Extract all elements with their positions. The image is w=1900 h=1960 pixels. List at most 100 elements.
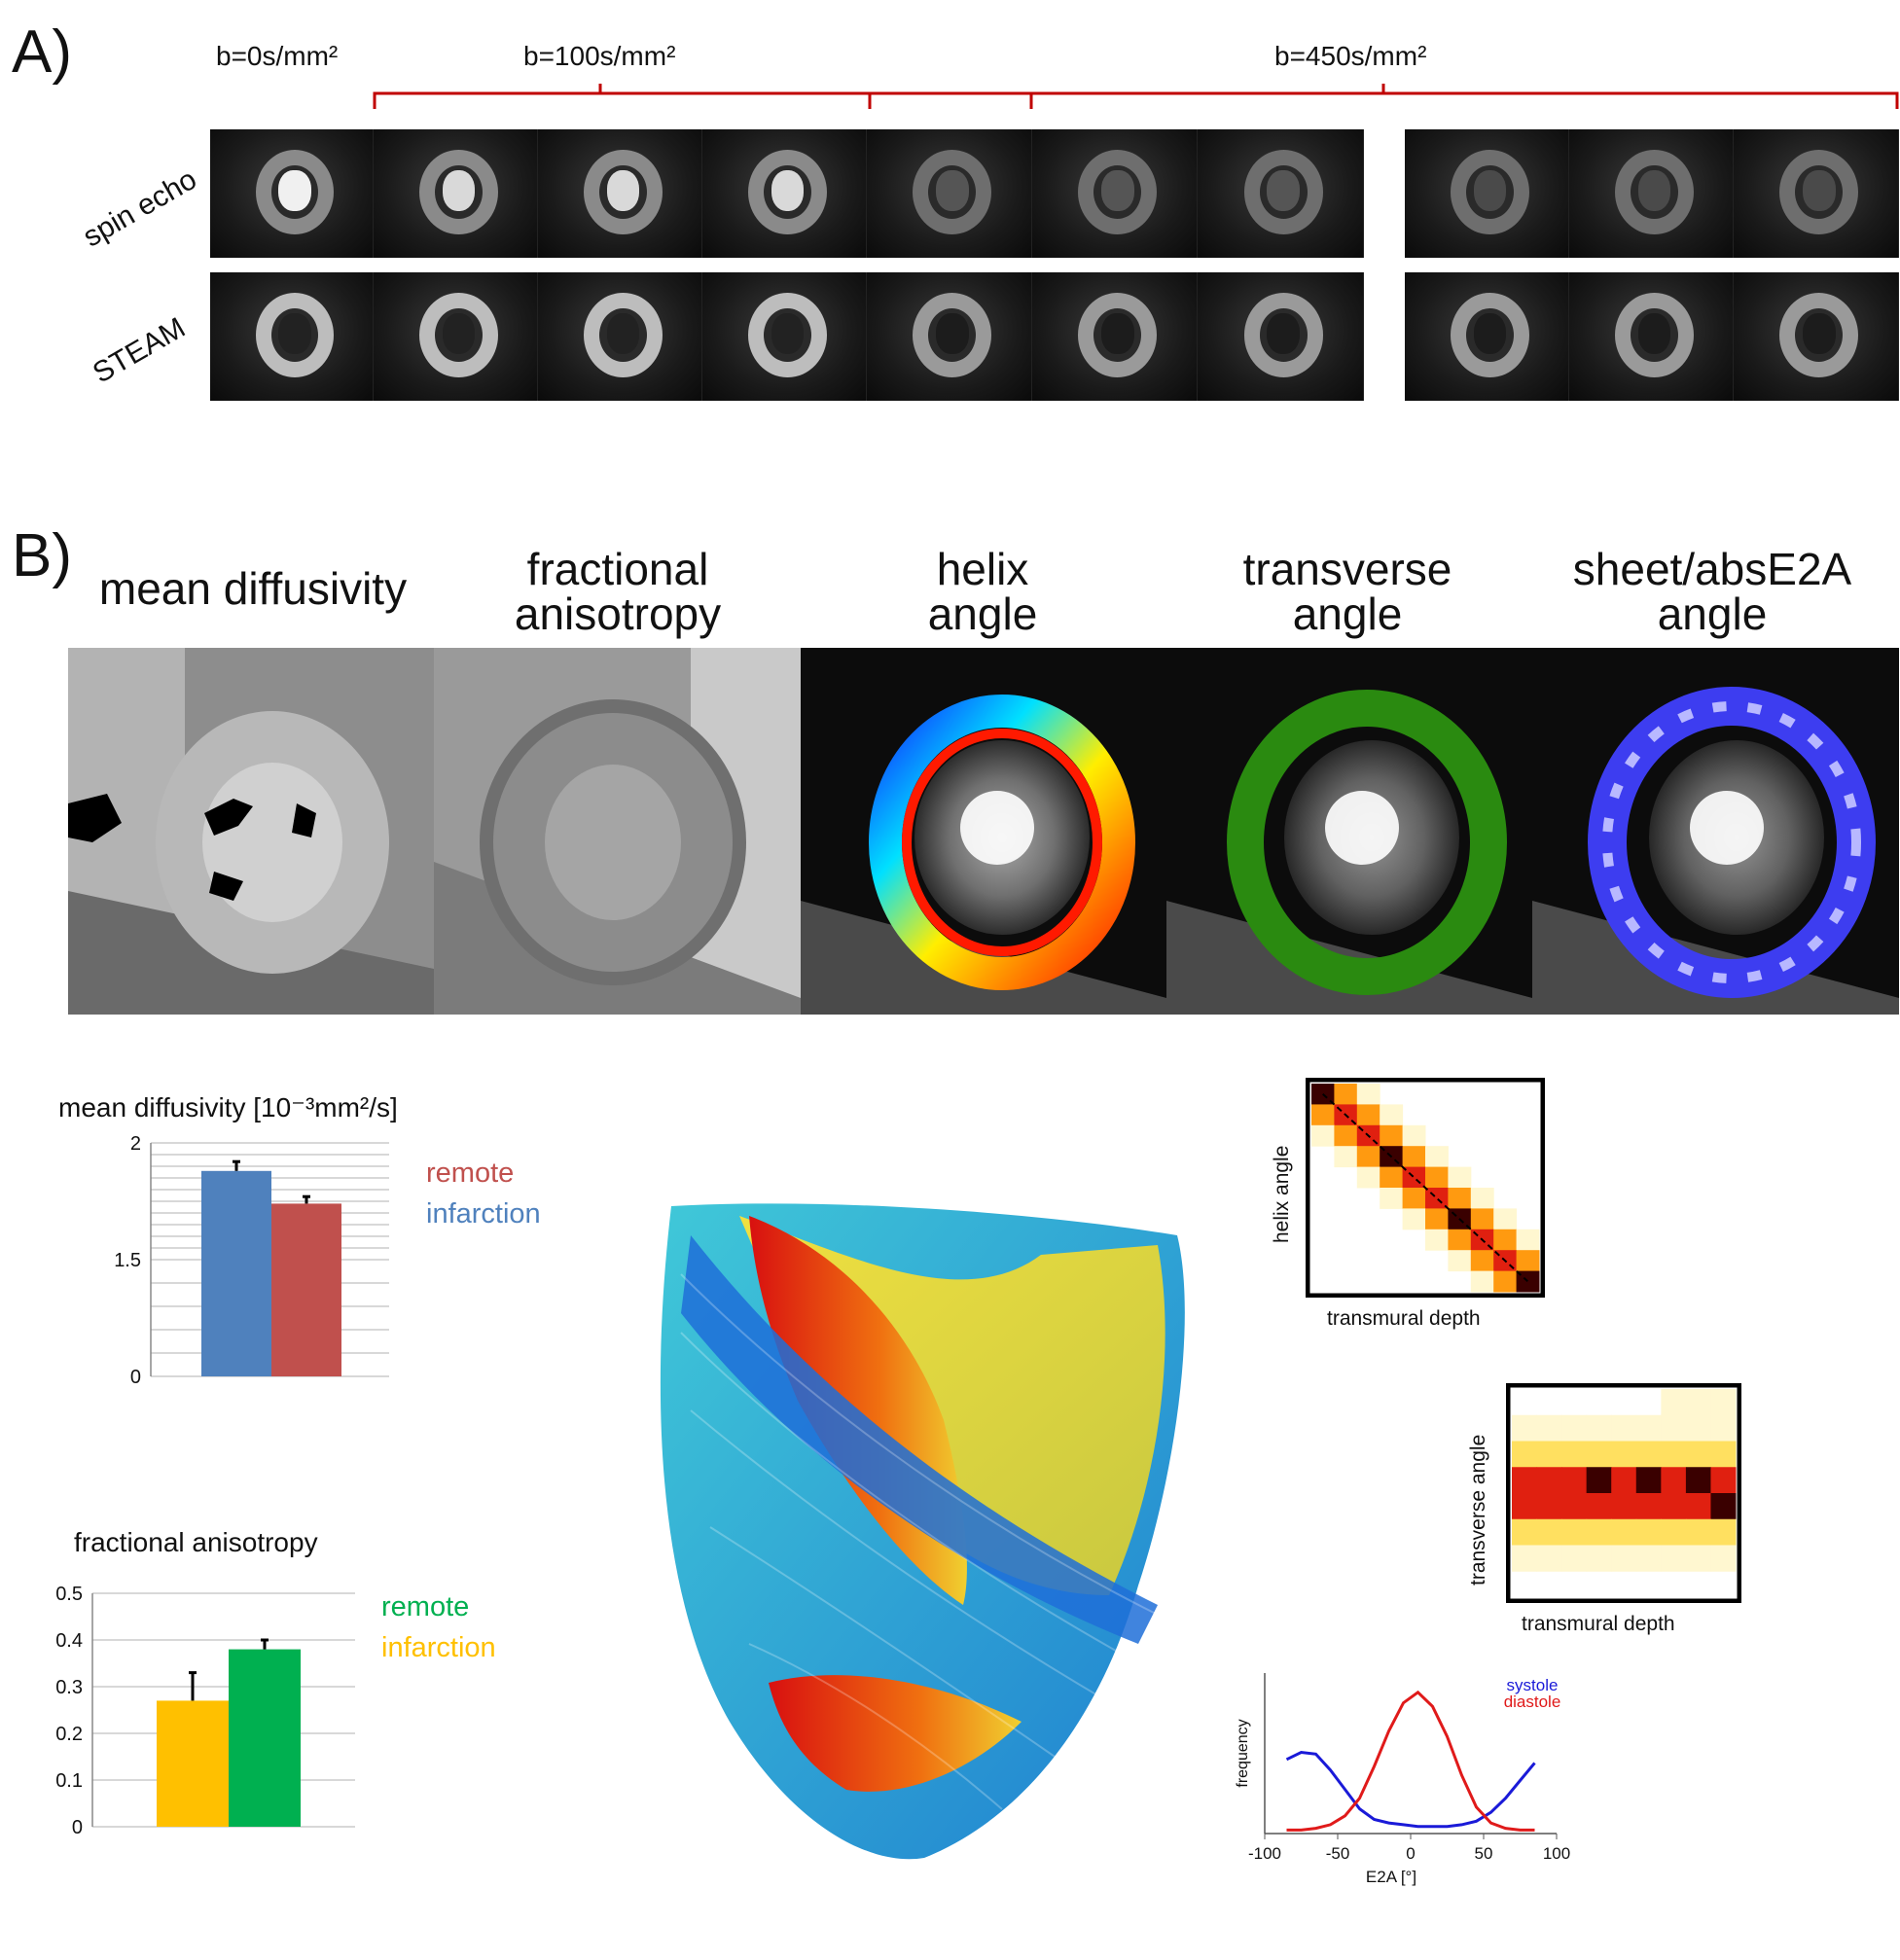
steam-image [1198,272,1364,401]
map-title-fractional-anisotropy: fractional anisotropy [438,547,798,636]
heatmap-cell [1493,1270,1518,1293]
fractional-anisotropy-map [434,648,801,1015]
map-title-line: angle [1292,588,1403,639]
heatmap-cell [1635,1441,1662,1468]
heatmap-cell [1586,1518,1612,1546]
panel-b-label: B) [12,522,72,589]
y-tick-label: 0.1 [55,1770,83,1792]
heatmap-cell [1611,1467,1637,1494]
spin-echo-image [210,129,375,258]
heatmap-cell [1710,1467,1737,1494]
heatmap-cell [1402,1208,1426,1230]
b-value-0-label: b=0s/mm² [216,41,339,71]
fa-chart-title: fractional anisotropy [74,1527,318,1557]
heatmap-cell [1561,1441,1588,1468]
map-title-mean-diffusivity: mean diffusivity [68,566,438,611]
map-title-line: helix [936,544,1029,594]
heatmap-cell [1685,1414,1711,1442]
panel-a-label: A) [12,18,72,86]
heatmap-cell [1611,1441,1637,1468]
heatmap-cell [1561,1518,1588,1546]
transverse-angle-heatmap [1506,1383,1741,1603]
heatmap-cell [1710,1545,1737,1572]
b-value-450-label: b=450s/mm² [1274,41,1427,71]
heatmap-cell [1611,1493,1637,1520]
heatmap-cell [1380,1188,1404,1209]
heatmap-cell [1512,1467,1538,1494]
heatmap-cell [1586,1493,1612,1520]
md-legend-infarction: infarction [426,1198,541,1229]
y-axis-label: frequency [1235,1719,1251,1787]
bar-infarction [201,1170,271,1376]
x-axis-label: E2A [°] [1366,1868,1416,1886]
spin-echo-image [702,129,868,258]
heatmap-cell [1661,1389,1687,1416]
heatmap-cell [1356,1166,1380,1189]
steam-image [1569,272,1734,401]
heatmap-cell [1512,1518,1538,1546]
heatmap-cell [1536,1441,1562,1468]
heatmap-cell [1685,1493,1711,1520]
heatmap-cell [1493,1208,1518,1230]
trend-line [1322,1092,1528,1283]
map-title-helix-angle: helix angle [803,547,1163,636]
spin-echo-image [1734,129,1899,258]
heatmap-cell [1448,1166,1472,1189]
transverse-heatmap-ylabel: transverse angle [1467,1434,1489,1586]
heatmap-cell [1561,1493,1588,1520]
spin-echo-image [374,129,539,258]
heatmap-cell [1586,1467,1612,1494]
heatmap-cell [1448,1229,1472,1251]
transverse-angle-map [1166,648,1532,1015]
heatmap-cell [1536,1545,1562,1572]
heatmap-cell [1425,1146,1449,1168]
heatmap-cell [1536,1414,1562,1442]
heatmap-cell [1561,1414,1588,1442]
x-tick-label: 0 [1406,1844,1415,1863]
series-line-systole [1285,1750,1536,1829]
spin-echo-image [1405,129,1569,258]
spin-echo-image [538,129,703,258]
steam-image-strip [210,272,1364,401]
legend-systole: systole [1507,1676,1559,1694]
spin-echo-image-strip [210,129,1364,258]
heatmap-cell [1402,1146,1426,1168]
row-label-spin-echo: spin echo [78,162,202,254]
heatmap-cell [1635,1467,1662,1494]
heatmap-cell [1685,1389,1711,1416]
heatmap-cell [1380,1124,1404,1147]
mean-diffusivity-map [68,648,434,1015]
heatmap-cell [1586,1414,1612,1442]
heatmap-cell [1470,1270,1494,1293]
heatmap-cell [1685,1441,1711,1468]
steam-image [1032,272,1199,401]
map-title-line: fractional [526,544,709,594]
b-value-brackets [373,84,1899,109]
fa-bar-chart: 0 0.1 0.2 0.3 0.4 0.5 [55,1584,355,1836]
heatmap-cell [1561,1467,1588,1494]
map-title-line: mean diffusivity [98,563,408,614]
heatmap-cell [1402,1124,1426,1147]
heatmap-cell [1311,1104,1335,1126]
map-title-line: sheet/absE2A [1572,544,1852,594]
heatmap-cell [1710,1493,1737,1520]
md-legend-remote: remote [426,1158,515,1189]
heatmap-cell [1710,1518,1737,1546]
spin-echo-image [1569,129,1734,258]
heatmap-cell [1425,1229,1449,1251]
md-chart-title: mean diffusivity [10⁻³mm²/s] [58,1092,398,1123]
x-tick-label: 50 [1475,1844,1493,1863]
heatmap-cell [1516,1250,1540,1272]
heatmap-cell [1635,1518,1662,1546]
parameter-map-strip [68,648,1899,1015]
map-title-line: anisotropy [514,588,722,639]
helix-angle-map [801,648,1166,1015]
bracket-b450 [868,84,1899,109]
heatmap-cell [1334,1124,1358,1147]
heatmap-cell [1402,1188,1426,1209]
bracket-b100 [373,84,1033,109]
y-tick-label: 0 [72,1817,83,1836]
spin-echo-image [1198,129,1364,258]
steam-image [374,272,539,401]
steam-image [867,272,1033,401]
